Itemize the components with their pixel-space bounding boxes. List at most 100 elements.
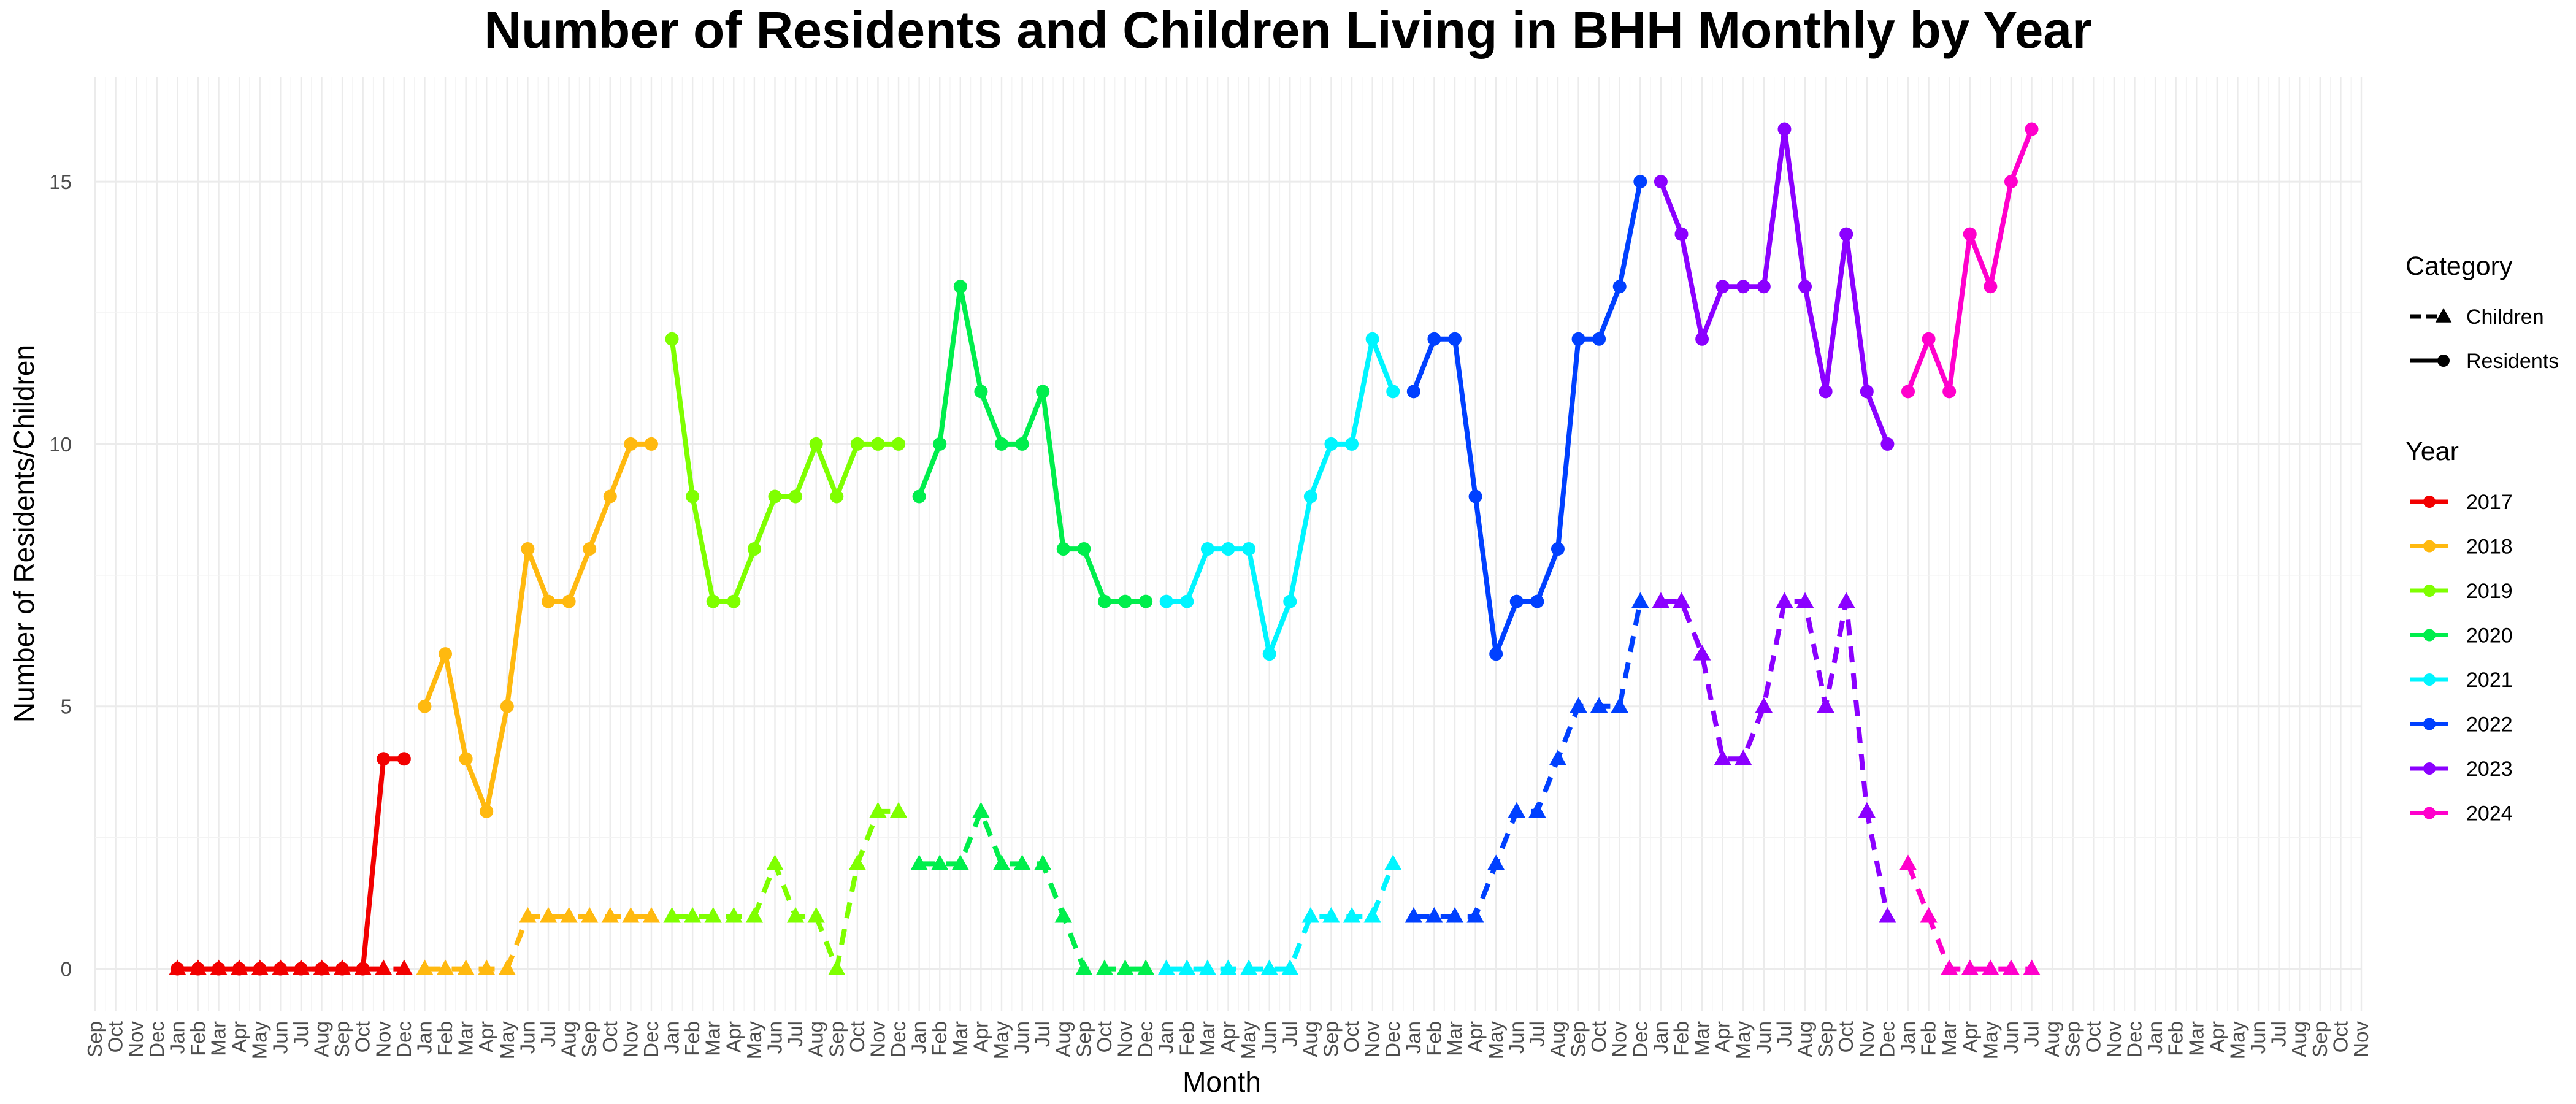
data-point-circle	[1200, 542, 1214, 556]
data-point-triangle	[745, 907, 764, 923]
data-point-triangle	[272, 959, 289, 976]
legend-year-label: 2020	[2466, 624, 2513, 648]
series-2024-residents	[1901, 122, 2039, 399]
x-axis-title: Month	[1183, 1066, 1261, 1098]
data-point-triangle	[313, 959, 331, 976]
x-tick-label: Sep	[83, 1021, 106, 1057]
data-point-circle	[397, 752, 411, 766]
series-line	[422, 441, 651, 814]
y-tick-label: 5	[61, 696, 72, 718]
x-tick-label: Jul	[1278, 1021, 1301, 1047]
x-tick-label: Feb	[1670, 1021, 1693, 1056]
data-point-circle	[1860, 385, 1874, 399]
x-tick-label: Jan	[1649, 1021, 1672, 1054]
data-point-triangle	[539, 907, 558, 923]
data-point-circle	[1592, 332, 1606, 346]
series-2021-residents	[1159, 332, 1400, 661]
data-point-circle	[1942, 385, 1957, 399]
legend-category-title: Category	[2405, 251, 2513, 281]
x-tick-label: Apr	[1711, 1021, 1734, 1052]
data-point-triangle	[169, 959, 186, 976]
x-tick-label: Aug	[2288, 1021, 2310, 1057]
data-point-circle	[809, 437, 823, 451]
legend-key-circle	[2423, 629, 2436, 642]
data-point-circle	[1612, 280, 1627, 294]
data-point-triangle	[189, 959, 207, 976]
data-point-triangle	[601, 907, 619, 923]
x-tick-label: Jul	[1525, 1021, 1548, 1047]
data-point-triangle	[642, 907, 661, 923]
data-point-circle	[1509, 594, 1524, 608]
data-point-circle	[1674, 227, 1689, 241]
x-tick-label: Feb	[434, 1021, 456, 1056]
x-tick-label: Dec	[145, 1021, 168, 1057]
data-point-circle	[2004, 175, 2018, 189]
data-point-circle	[830, 489, 844, 504]
data-point-circle	[1242, 542, 1256, 556]
x-tick-label: Feb	[1175, 1021, 1198, 1056]
x-tick-label: Oct	[1587, 1021, 1610, 1052]
data-point-circle	[1159, 594, 1173, 608]
data-point-triangle	[1528, 802, 1546, 818]
x-tick-label: Nov	[1361, 1021, 1384, 1057]
x-tick-label: Dec	[393, 1021, 415, 1057]
x-tick-label: Apr	[475, 1021, 497, 1052]
data-point-circle	[1303, 489, 1317, 504]
x-tick-label: Nov	[2350, 1021, 2372, 1057]
data-point-triangle	[951, 854, 970, 870]
data-point-triangle	[1652, 592, 1670, 608]
data-point-circle	[480, 804, 494, 818]
x-tick-label: Aug	[1299, 1021, 1322, 1057]
x-tick-label: Jan	[1896, 1021, 1919, 1054]
x-tick-label: Mar	[1443, 1021, 1466, 1056]
data-point-circle	[1139, 594, 1153, 608]
x-tick-label: Jul	[2020, 1021, 2043, 1047]
data-point-circle	[1345, 437, 1359, 451]
x-tick-label: Sep	[331, 1021, 353, 1057]
data-point-triangle	[1095, 959, 1114, 976]
x-tick-label: Apr	[228, 1021, 250, 1052]
data-point-circle	[1056, 542, 1070, 556]
data-point-triangle	[1940, 959, 1958, 976]
x-tick-label: Sep	[1319, 1021, 1342, 1057]
x-tick-label: Jul	[537, 1021, 559, 1047]
x-tick-label: Jan	[166, 1021, 188, 1054]
data-point-triangle	[210, 959, 228, 976]
x-tick-label: Aug	[1793, 1021, 1816, 1057]
data-point-triangle	[457, 959, 475, 976]
data-point-triangle	[1322, 907, 1340, 923]
x-tick-label: Mar	[207, 1021, 230, 1056]
legend-year-label: 2019	[2466, 580, 2513, 603]
legend-key-circle	[2423, 540, 2436, 553]
data-point-circle	[1097, 594, 1111, 608]
series-2021-children	[1157, 854, 1402, 976]
series-2018-children	[416, 907, 661, 976]
x-tick-label: Jul	[289, 1021, 312, 1047]
x-tick-label: Sep	[825, 1021, 848, 1057]
data-point-triangle	[1590, 697, 1608, 713]
data-point-circle	[706, 594, 720, 608]
data-point-circle	[562, 594, 576, 608]
data-point-circle	[1922, 332, 1936, 346]
x-tick-label: Jun	[764, 1021, 786, 1054]
data-point-triangle	[1796, 592, 1814, 608]
data-point-circle	[1386, 385, 1400, 399]
data-point-triangle	[1033, 854, 1052, 870]
x-tick-label: Aug	[1546, 1021, 1569, 1057]
data-point-circle	[418, 699, 432, 713]
data-point-circle	[850, 437, 864, 451]
data-point-circle	[1901, 385, 1915, 399]
legend-key-circle	[2423, 807, 2436, 819]
x-tick-label: Jan	[908, 1021, 930, 1054]
x-tick-label: Aug	[558, 1021, 580, 1057]
x-tick-label: Feb	[681, 1021, 703, 1056]
data-point-circle	[974, 385, 988, 399]
data-point-circle	[1406, 385, 1420, 399]
data-point-triangle	[1776, 592, 1793, 608]
x-tick-label: Dec	[1876, 1021, 1898, 1057]
data-point-circle	[439, 647, 453, 661]
x-tick-label: Dec	[640, 1021, 662, 1057]
x-tick-label: May	[1979, 1021, 2001, 1060]
x-tick-label: Apr	[722, 1021, 745, 1052]
x-tick-label: Nov	[1608, 1021, 1631, 1057]
